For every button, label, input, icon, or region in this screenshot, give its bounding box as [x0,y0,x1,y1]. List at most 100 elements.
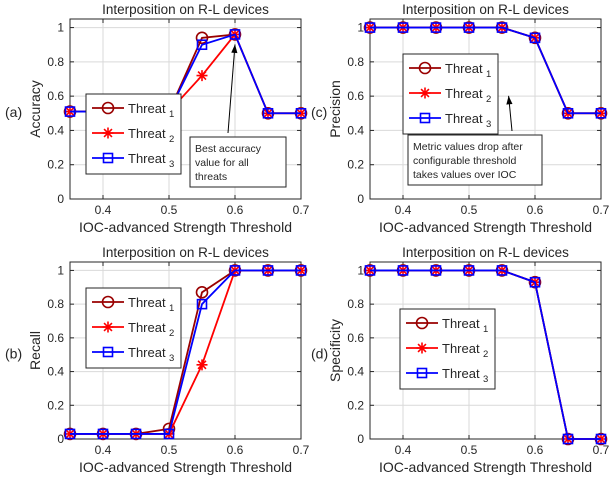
data-point [229,29,241,40]
y-tick-label: 0.8 [47,55,64,69]
legend-marker [101,295,115,309]
data-point [130,428,142,440]
chart-title: Interposition on R-L devices [402,2,569,17]
legend-marker [101,101,115,115]
legend-entry: Threat 1 [406,316,488,335]
legend-label: Threat [442,316,480,331]
x-axis-label: IOC-advanced Strength Threshold [79,219,292,235]
chart-panel-0: 0.4 0.5 0.6 0.7 0 0.2 0.4 0.6 0.8 1 Interposition … [5,2,310,235]
legend-label: Threat [442,366,480,381]
data-point [195,286,209,299]
legend-label-subscript: 3 [169,159,174,170]
y-tick-label: 0.6 [347,331,364,345]
y-axis-label: Specificity [327,319,343,382]
chart-panel-1: 0.4 0.5 0.6 0.7 0 0.2 0.4 0.6 0.8 1 Interposition … [311,2,610,235]
legend-label-subscript: 2 [169,134,174,145]
legend-label-subscript: 3 [483,374,488,385]
series-3 [64,265,307,440]
legend-entry: Threat 2 [92,126,174,145]
data-point [163,428,175,440]
y-axis-label: Precision [327,80,343,138]
chart-panel-2: 0.4 0.5 0.6 0.7 0 0.2 0.4 0.6 0.8 1 Interposition … [5,245,310,475]
series-line [70,269,301,435]
data-point [430,265,442,276]
y-tick-label: 0 [357,192,364,206]
data-point [97,428,109,440]
legend-marker [419,112,431,124]
panel-label: (a) [5,104,22,120]
x-tick-label: 0.4 [395,203,412,217]
y-axis-label: Recall [27,331,43,370]
legend-marker [102,321,114,333]
x-tick-label: 0.4 [395,443,412,457]
legend-marker [416,342,428,354]
x-axis-label: IOC-advanced Strength Threshold [379,219,592,235]
data-point [262,107,274,119]
y-tick-label: 0 [57,192,64,206]
y-tick-label: 0.8 [347,55,364,69]
legend-label: Threat [128,126,166,141]
annotation-text: Metric values drop after [413,141,523,153]
annotation-text: Best accuracy [195,143,262,155]
data-point [562,107,574,119]
x-tick-label: 0.4 [95,443,112,457]
data-point [529,276,541,288]
data-point [229,265,241,276]
x-tick-label: 0.7 [293,203,310,217]
legend-marker [102,346,114,358]
data-point [295,265,307,276]
annotation: Best accuracy value for all threats [189,44,287,188]
y-tick-label: 0.4 [347,123,364,137]
legend-label: Threat [128,295,166,310]
data-point [195,31,209,45]
legend-label: Threat [128,345,166,360]
chart-title: Interposition on R-L devices [402,245,569,260]
annotation-text: configurable threshold [413,155,516,167]
x-tick-label: 0.5 [461,443,478,457]
data-point [397,22,409,33]
y-tick-label: 1 [57,21,64,35]
legend-entry: Threat 3 [409,111,491,130]
y-tick-label: 0 [57,432,64,446]
legend-marker [416,367,428,379]
legend-label-subscript: 3 [486,119,491,130]
legend-label-subscript: 2 [483,349,488,360]
legend-entry: Threat 3 [92,345,174,364]
x-axis-label: IOC-advanced Strength Threshold [79,459,292,475]
data-point [262,265,274,276]
y-tick-label: 0.6 [47,331,64,345]
legend-marker [418,61,432,75]
panel-label: (c) [311,104,327,120]
x-tick-label: 0.7 [593,443,610,457]
x-tick-label: 0.6 [527,443,544,457]
data-point [295,107,307,119]
y-tick-label: 0 [357,432,364,446]
legend-label: Threat [128,101,166,116]
chart-panel-3: 0.4 0.5 0.6 0.7 0 0.2 0.4 0.6 0.8 1 Interposition … [311,245,610,475]
data-point [196,298,208,310]
series-3 [364,22,607,119]
annotation-box [189,136,287,188]
legend-marker [419,87,431,99]
legend-entry: Threat 1 [92,101,174,120]
y-axis-label: Accuracy [27,80,43,138]
legend-label: Threat [128,320,166,335]
annotation-text: threats [195,171,227,183]
y-tick-label: 1 [357,21,364,35]
data-point [496,22,508,33]
annotation-arrowhead [231,44,238,54]
legend-label-subscript: 1 [483,324,488,335]
legend-marker [102,152,114,164]
legend-marker [415,316,429,330]
legend-label-subscript: 1 [169,109,174,120]
legend-label-subscript: 3 [169,353,174,364]
legend-entry: Threat 1 [409,61,491,80]
legend-label-subscript: 2 [486,94,491,105]
y-tick-label: 0.2 [47,398,64,412]
data-point [430,22,442,33]
y-tick-label: 1 [57,263,64,277]
